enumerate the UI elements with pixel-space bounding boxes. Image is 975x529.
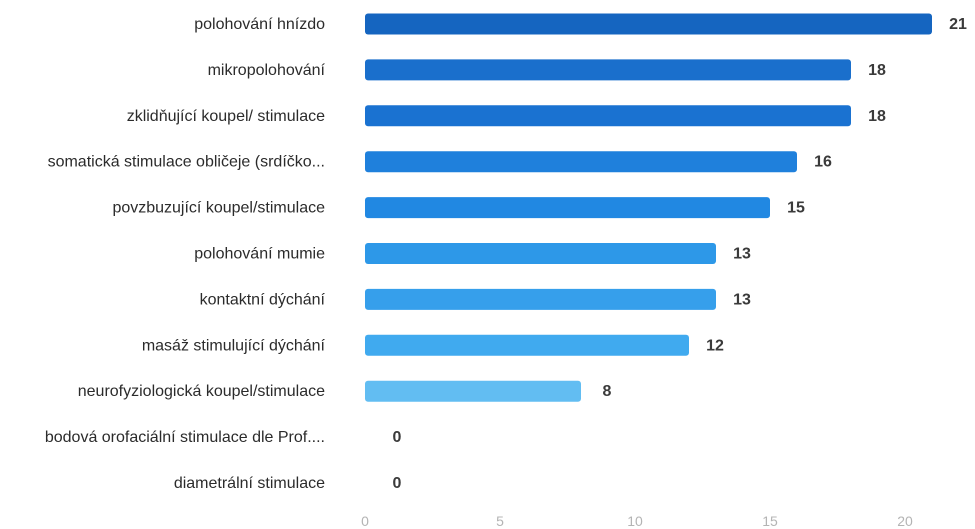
bar-povzbuzujici-koupel-stimulace[interactable] — [365, 197, 770, 219]
value-label-povzbuzujici-koupel-stimulace: 15 — [787, 200, 805, 217]
value-label-masaz-stimulujici-dychani: 12 — [706, 337, 724, 354]
category-label-mikropolohovani: mikropolohování — [208, 62, 326, 79]
category-labels-group: polohování hnízdo mikropolohování zklidňuj… — [45, 16, 326, 492]
value-label-mikropolohovani: 18 — [868, 62, 886, 79]
category-label-polohovani-hnizdo: polohování hnízdo — [194, 16, 325, 33]
value-label-bodova-orofacialni-stimulace-dle-prof: 0 — [393, 429, 402, 446]
category-label-bodova-orofacialni-stimulace-dle-prof: bodová orofaciální stimulace dle Prof...… — [45, 429, 325, 446]
category-label-polohovani-mumie: polohování mumie — [194, 246, 325, 263]
category-label-diametralni-stimulace: diametrální stimulace — [174, 475, 325, 492]
bar-mikropolohovani[interactable] — [365, 59, 851, 81]
x-tick-label-10: 10 — [627, 513, 643, 529]
value-label-polohovani-hnizdo: 21 — [949, 16, 967, 33]
value-label-neurofyziologicka-koupel-stimulace: 8 — [603, 383, 612, 400]
value-labels-group: 21 18 18 16 15 13 13 12 8 0 0 — [393, 16, 967, 492]
category-label-neurofyziologicka-koupel-stimulace: neurofyziologická koupel/stimulace — [78, 383, 325, 400]
bar-somaticka-stimulace-obliceje-srdicko[interactable] — [365, 151, 797, 173]
bar-masaz-stimulujici-dychani[interactable] — [365, 334, 689, 356]
bars-group — [365, 13, 932, 402]
category-label-somaticka-stimulace-obliceje-srdicko: somatická stimulace obličeje (srdíčko... — [48, 154, 325, 171]
value-label-polohovani-mumie: 13 — [733, 246, 751, 263]
x-tick-label-5: 5 — [496, 513, 504, 529]
category-label-povzbuzujici-koupel-stimulace: povzbuzující koupel/stimulace — [112, 200, 325, 217]
category-label-masaz-stimulujici-dychani: masáž stimulující dýchání — [142, 337, 326, 354]
x-axis-ticks-group: 0 5 10 15 20 — [361, 513, 913, 529]
bar-zklidnujici-koupel-stimulace[interactable] — [365, 105, 851, 127]
bar-polohovani-mumie[interactable] — [365, 243, 716, 264]
value-label-kontaktni-dychani: 13 — [733, 291, 751, 308]
category-label-zklidnujici-koupel-stimulace: zklidňující koupel/ stimulace — [127, 108, 325, 125]
x-tick-label-0: 0 — [361, 513, 369, 529]
bar-neurofyziologicka-koupel-stimulace[interactable] — [365, 380, 581, 402]
category-label-kontaktni-dychani: kontaktní dýchání — [200, 291, 326, 308]
value-label-diametralni-stimulace: 0 — [393, 475, 402, 492]
bar-polohovani-hnizdo[interactable] — [365, 13, 932, 35]
x-tick-label-15: 15 — [762, 513, 778, 529]
value-label-somaticka-stimulace-obliceje-srdicko: 16 — [814, 154, 832, 171]
value-label-zklidnujici-koupel-stimulace: 18 — [868, 108, 886, 125]
bar-kontaktni-dychani[interactable] — [365, 288, 716, 310]
x-tick-label-20: 20 — [897, 513, 913, 529]
